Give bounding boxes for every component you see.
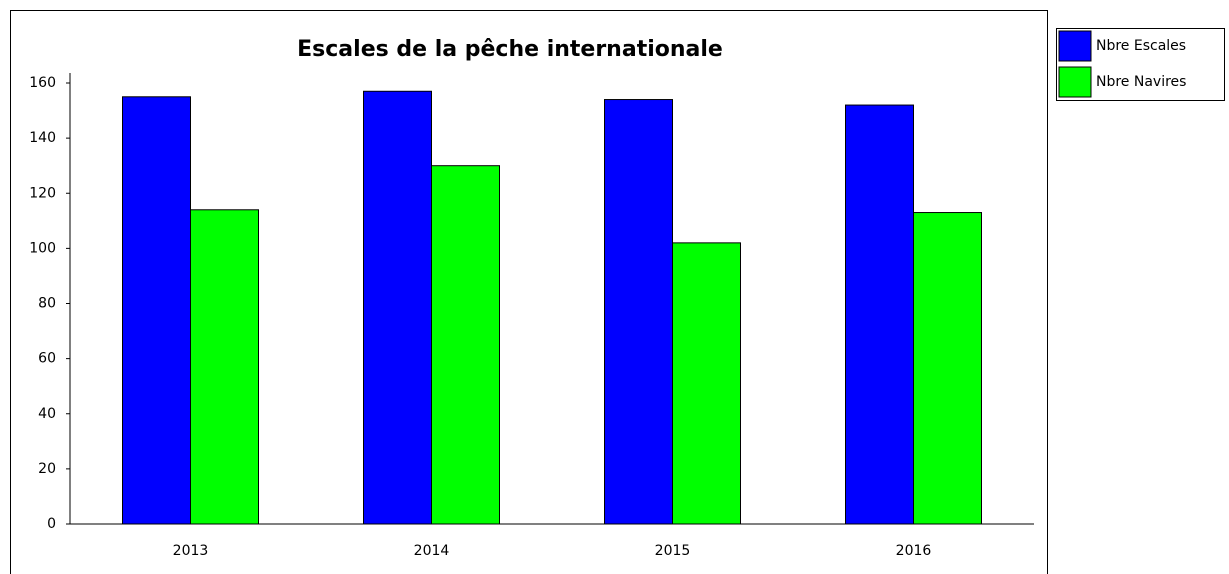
legend-swatch — [1058, 66, 1092, 98]
y-tick-label: 160 — [29, 75, 56, 91]
bar — [913, 212, 982, 525]
bar — [604, 99, 673, 525]
y-tick-label: 80 — [38, 296, 56, 312]
bar — [845, 104, 914, 525]
y-tick-label: 0 — [47, 516, 56, 532]
legend-swatch — [1058, 30, 1092, 62]
x-tick-label: 2014 — [414, 543, 450, 559]
y-tick-label: 20 — [38, 461, 56, 477]
chart-title: Escales de la pêche internationale — [297, 37, 723, 62]
bar — [190, 209, 259, 525]
bar — [363, 90, 432, 525]
y-tick-label: 140 — [29, 130, 56, 146]
bar — [431, 165, 500, 525]
y-tick-label: 120 — [29, 185, 56, 201]
bar — [672, 242, 741, 525]
x-tick-label: 2016 — [896, 543, 932, 559]
bar — [122, 96, 191, 525]
x-tick-label: 2013 — [173, 543, 209, 559]
y-tick-label: 40 — [38, 406, 56, 422]
legend-label: Nbre Navires — [1096, 74, 1186, 90]
y-tick-label: 60 — [38, 351, 56, 367]
legend-label: Nbre Escales — [1096, 38, 1186, 54]
x-tick-label: 2015 — [655, 543, 691, 559]
y-tick-label: 100 — [29, 240, 56, 256]
